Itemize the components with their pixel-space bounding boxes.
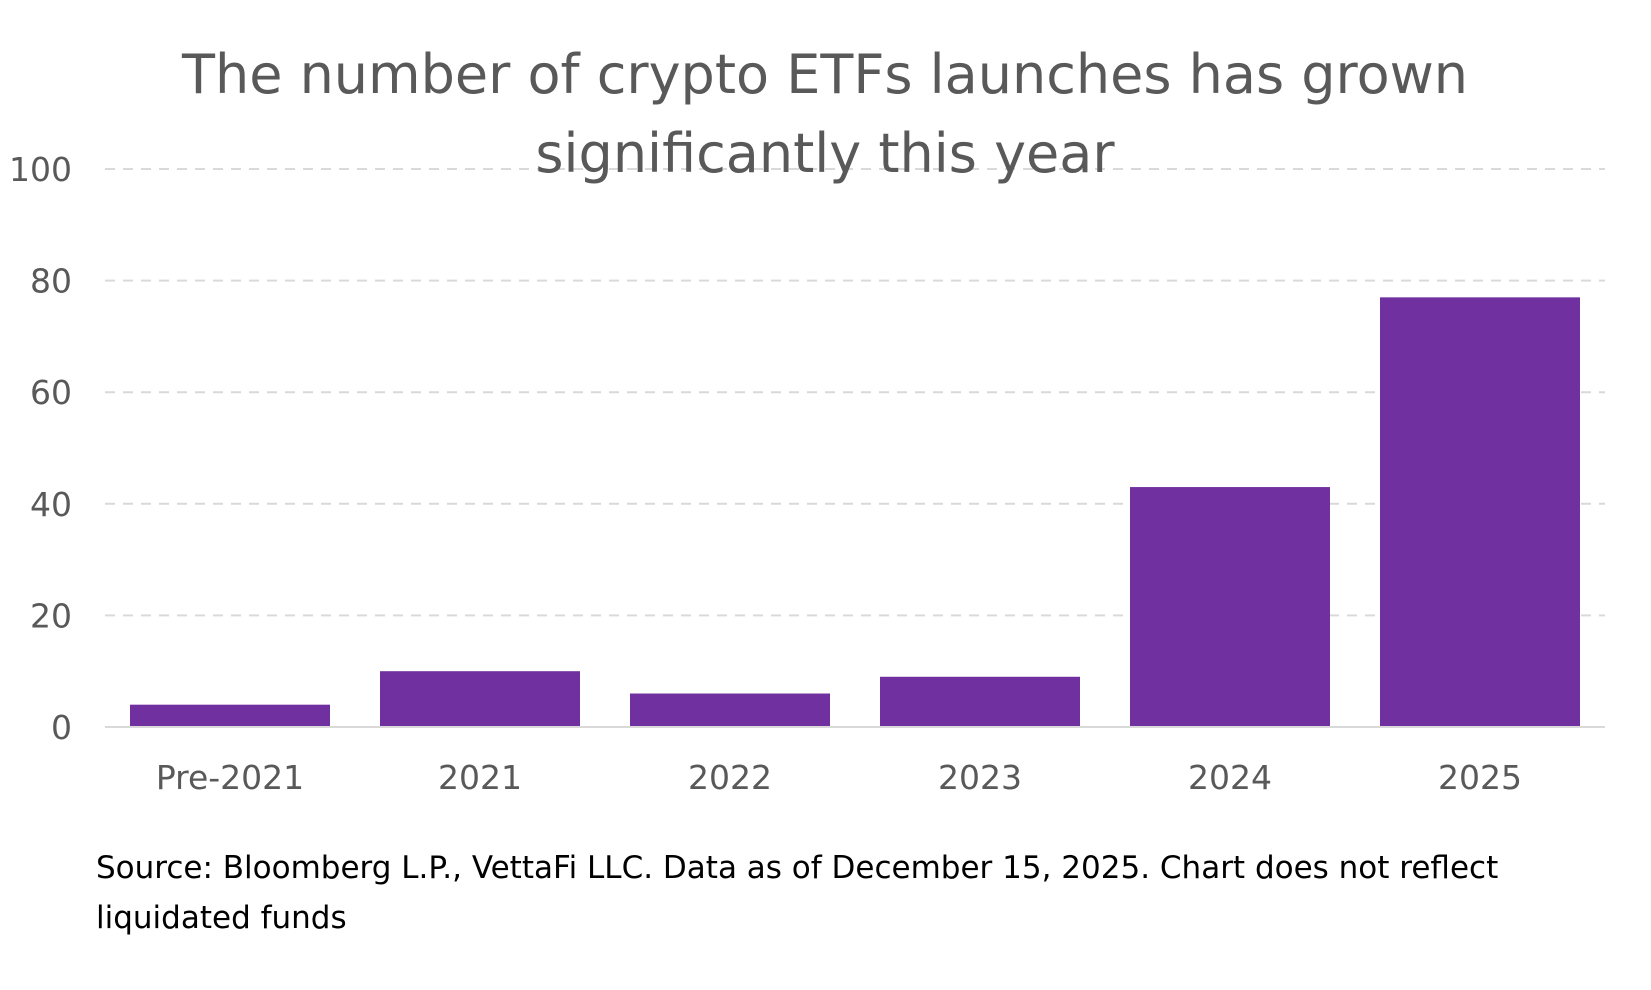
chart-title-line-1: The number of crypto ETFs launches has g… [181, 43, 1468, 106]
x-tick-label: Pre-2021 [156, 758, 304, 797]
source-note-line-1: Source: Bloomberg L.P., VettaFi LLC. Dat… [96, 850, 1498, 886]
source-note: Source: Bloomberg L.P., VettaFi LLC. Dat… [96, 850, 1498, 936]
y-tick-label: 0 [51, 708, 72, 747]
bar-2021 [380, 671, 580, 727]
chart-title-line-2: significantly this year [535, 122, 1115, 185]
source-note-line-2: liquidated funds [96, 900, 347, 936]
x-tick-label: 2025 [1438, 758, 1522, 797]
y-tick-label: 100 [9, 150, 72, 189]
bar-2024 [1130, 487, 1330, 727]
x-tick-label: 2023 [938, 758, 1022, 797]
y-axis-tick-labels: 0 20 40 60 80 100 [9, 150, 72, 747]
x-axis-tick-labels: Pre-2021 2021 2022 2023 2024 2025 [156, 758, 1522, 797]
y-tick-label: 80 [30, 262, 72, 301]
x-tick-label: 2022 [688, 758, 772, 797]
x-tick-label: 2021 [438, 758, 522, 797]
y-tick-label: 20 [30, 596, 72, 635]
chart-title: The number of crypto ETFs launches has g… [181, 43, 1468, 185]
bar-2023 [880, 676, 1080, 727]
x-tick-label: 2024 [1188, 758, 1272, 797]
bar-2025 [1380, 297, 1580, 727]
gridlines [105, 168, 1605, 617]
bar-pre-2021 [130, 704, 330, 727]
bars [130, 297, 1580, 727]
y-tick-label: 40 [30, 485, 72, 524]
y-tick-label: 60 [30, 373, 72, 412]
bar-2022 [630, 693, 830, 727]
